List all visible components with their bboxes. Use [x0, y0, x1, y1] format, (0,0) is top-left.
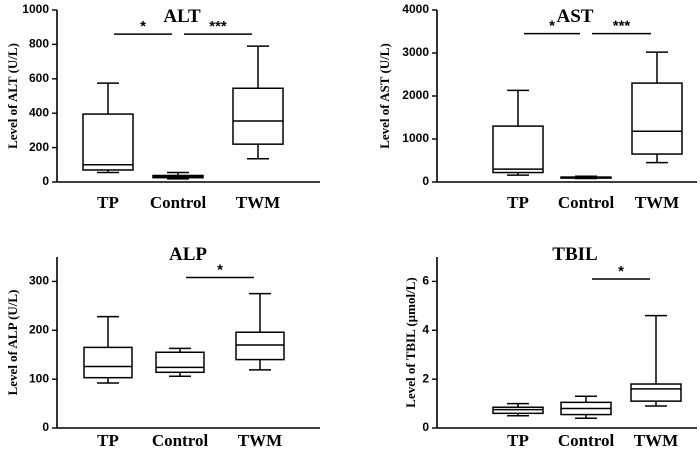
x-tick-label: TP: [97, 193, 119, 212]
x-tick-label: TP: [97, 431, 119, 450]
x-tick-label: TWM: [635, 193, 679, 212]
y-tick-label: 1000: [402, 131, 429, 145]
box-control: [155, 347, 205, 377]
iqr-box: [155, 351, 205, 374]
y-tick-label: 0: [422, 420, 429, 434]
box-twm: [630, 314, 682, 407]
y-tick-label: 100: [29, 371, 49, 385]
panel-alt: ALT Level of ALT (U/L) 0 200 400 600 800 1000 TP…: [5, 2, 320, 212]
iqr-box: [630, 383, 682, 402]
y-tick-label: 200: [29, 322, 49, 336]
y-axis-label: Level of ALP (U/L): [5, 290, 20, 396]
significance-label: *: [140, 18, 146, 35]
iqr-box: [235, 331, 285, 361]
box-control: [560, 395, 612, 419]
chart-title: ALP: [169, 244, 207, 265]
y-tick-label: 0: [42, 174, 49, 188]
y-tick-label: 3000: [402, 45, 429, 59]
significance-label: *: [618, 263, 624, 280]
box-control: [560, 175, 612, 180]
box-twm: [631, 51, 683, 164]
x-tick-label: TP: [507, 193, 529, 212]
x-tick-label: Control: [150, 193, 207, 212]
significance-label: ***: [613, 18, 631, 35]
iqr-box: [232, 87, 284, 145]
iqr-box: [492, 125, 544, 174]
x-tick-label: Control: [152, 431, 209, 450]
x-tick-label: Control: [558, 431, 615, 450]
y-axis-label: Level of AST (U/L): [377, 43, 392, 149]
box-twm: [235, 292, 285, 371]
x-tick-label: TWM: [238, 431, 282, 450]
y-tick-label: 1000: [22, 2, 49, 16]
box-twm: [232, 45, 284, 160]
y-tick-label: 400: [29, 105, 49, 119]
panel-tbil: TBIL Level of TBIL (µmol/L) 0 2 4 6 TP Control T…: [403, 244, 697, 450]
iqr-box: [83, 346, 133, 379]
significance-label: *: [549, 18, 555, 35]
y-tick-label: 600: [29, 71, 49, 85]
chart-title: ALT: [163, 6, 201, 27]
y-tick-label: 4: [422, 322, 429, 336]
x-tick-label: TWM: [634, 431, 678, 450]
panel-ast: AST Level of AST (U/L) 0 1000 2000 3000 4000 TP…: [377, 2, 697, 212]
chart-title: AST: [557, 6, 594, 27]
significance-label: *: [217, 262, 223, 279]
x-tick-label: Control: [558, 193, 615, 212]
y-tick-label: 2000: [402, 88, 429, 102]
y-axis-label: Level of TBIL (µmol/L): [403, 277, 418, 407]
y-tick-label: 2: [422, 371, 429, 385]
y-axis-label: Level of ALT (U/L): [5, 43, 20, 149]
y-tick-label: 4000: [402, 2, 429, 16]
box-tp: [492, 89, 544, 176]
box-control: [152, 171, 204, 180]
y-tick-label: 800: [29, 37, 49, 51]
panel-alp: ALP Level of ALP (U/L) 0 100 200 300 TP Control…: [5, 244, 320, 450]
x-tick-label: TWM: [236, 193, 280, 212]
y-tick-label: 300: [29, 274, 49, 288]
y-tick-label: 200: [29, 140, 49, 154]
box-tp: [492, 402, 544, 417]
y-tick-label: 0: [42, 420, 49, 434]
significance-label: ***: [209, 18, 227, 35]
box-tp: [82, 82, 134, 174]
y-tick-label: 6: [422, 274, 429, 288]
chart-title: TBIL: [552, 244, 597, 265]
iqr-box: [82, 113, 134, 171]
box-tp: [83, 315, 133, 384]
y-tick-label: 0: [422, 174, 429, 188]
x-tick-label: TP: [507, 431, 529, 450]
iqr-box: [631, 82, 683, 155]
